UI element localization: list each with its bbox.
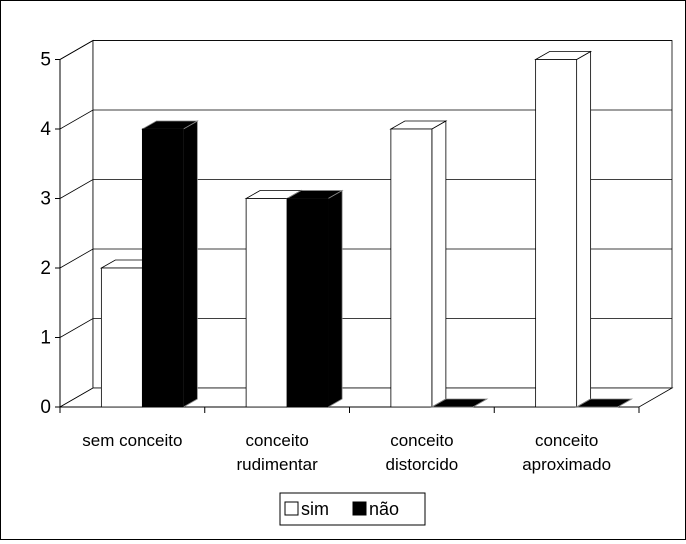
- bar-side: [327, 189, 343, 408]
- x-tick-label: conceito: [245, 431, 308, 450]
- x-tick-label: conceito: [390, 431, 453, 450]
- y-tick-label: 4: [40, 119, 51, 140]
- x-tick-label: rudimentar: [236, 455, 318, 474]
- bar-front: [245, 198, 288, 408]
- gridline: [59, 318, 672, 338]
- bar-nxo-1: [285, 189, 344, 408]
- bar-front: [100, 267, 143, 408]
- legend-label-1: não: [369, 499, 399, 519]
- y-tick-label: 1: [40, 328, 51, 349]
- bar-top: [575, 398, 634, 408]
- bar-side: [431, 120, 447, 408]
- x-axis-tick-labels: sem conceito conceito rudimentar conceito di…: [82, 431, 611, 474]
- bar-side: [182, 120, 198, 408]
- gridline: [59, 179, 672, 199]
- y-tick-label: 0: [40, 397, 51, 418]
- bar-front: [286, 198, 329, 408]
- gridline: [59, 248, 672, 269]
- bar-nxo-2: [430, 398, 489, 408]
- gridline: [59, 40, 672, 60]
- x-tick-label: aproximado: [522, 455, 611, 474]
- y-tick-label: 5: [40, 50, 51, 71]
- bar-top: [430, 398, 489, 408]
- legend-label-0: sim: [301, 499, 329, 519]
- y-tick-label: 3: [40, 189, 51, 210]
- bar-nxo-3: [575, 398, 634, 408]
- legend-swatch-1: [352, 501, 367, 516]
- bar-front: [390, 128, 433, 408]
- bar-sim-2: [389, 120, 448, 408]
- bar-front: [141, 128, 184, 408]
- gridline: [59, 109, 672, 130]
- bar-nxo-0: [140, 120, 199, 408]
- gridlines: [59, 40, 672, 338]
- legend-swatch-0: [284, 501, 299, 516]
- bars: [99, 50, 634, 408]
- x-tick-label: distorcido: [385, 455, 458, 474]
- bar-front: [535, 59, 578, 408]
- x-tick-label: sem conceito: [82, 431, 182, 450]
- y-axis-tick-labels: 0 1 2 3 4 5: [40, 50, 51, 419]
- side-wall: [59, 39, 94, 408]
- bar-side: [576, 50, 592, 408]
- y-tick-label: 2: [40, 258, 51, 279]
- legend: sim não: [279, 492, 426, 526]
- bar-sim-3: [534, 50, 593, 408]
- x-tick-label: conceito: [535, 431, 598, 450]
